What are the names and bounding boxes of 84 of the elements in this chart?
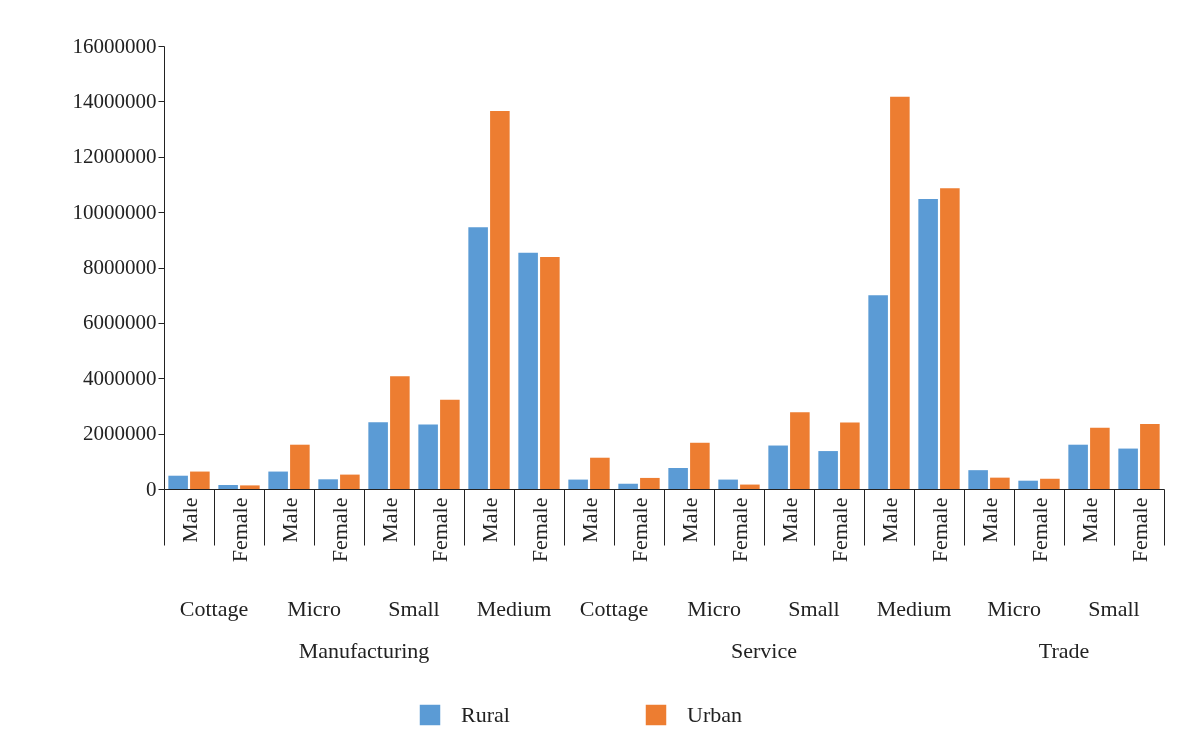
y-tick-label: 6000000 (83, 310, 157, 335)
text: Manufacturing (298, 638, 430, 663)
text: Micro (987, 596, 1041, 621)
bar (740, 484, 760, 489)
bar (268, 471, 288, 489)
bar (590, 457, 610, 489)
x-tick-label: Female (326, 497, 352, 563)
bar (768, 445, 788, 489)
x-tick-label: Female (1026, 497, 1052, 563)
x-tick-label: Female (726, 497, 752, 563)
bar (418, 424, 438, 489)
bar (468, 227, 488, 489)
x-tick-label: Female (626, 497, 652, 563)
bar (640, 477, 660, 489)
x-tick-label: Female (926, 497, 952, 563)
bar (990, 477, 1010, 489)
x-tick-label: Female (426, 497, 452, 563)
bar (968, 470, 988, 489)
x-tick-label: Male (276, 497, 302, 543)
x-tick-label: Male (476, 497, 502, 543)
bar (168, 475, 188, 489)
bar (440, 399, 460, 489)
y-tick-label: 0 (146, 476, 157, 501)
text: Micro (687, 596, 741, 621)
x-tick-label: Male (576, 497, 602, 543)
text: Small (1088, 596, 1140, 621)
text: Service (731, 638, 797, 663)
bar (718, 479, 738, 489)
text: Small (788, 596, 840, 621)
text: Micro (287, 596, 341, 621)
y-tick-label: 10000000 (72, 199, 157, 224)
x-tick-label: Female (826, 497, 852, 563)
bar (1090, 427, 1110, 489)
x-tick-label: Male (676, 497, 702, 543)
bar (1040, 478, 1060, 489)
bar (918, 199, 938, 489)
legend-label: Urban (687, 702, 742, 727)
bar (890, 96, 910, 489)
x-tick-label: Male (376, 497, 402, 543)
bar (190, 471, 210, 489)
bar (1018, 480, 1038, 489)
bar (690, 442, 710, 489)
bar (390, 376, 410, 489)
y-tick-label: 12000000 (72, 144, 157, 169)
bar (218, 485, 238, 489)
bar (368, 422, 388, 489)
bar (1068, 444, 1088, 489)
bar (790, 412, 810, 489)
text: Trade (1038, 638, 1090, 663)
x-tick-label: Male (1076, 497, 1102, 543)
bar (290, 444, 310, 489)
bar (868, 295, 888, 489)
y-tick-label: 14000000 (72, 88, 157, 113)
y-tick-label: 16000000 (72, 33, 157, 58)
x-tick-label: Female (526, 497, 552, 563)
x-tick-label: Male (976, 497, 1002, 543)
x-tick-label: Male (776, 497, 802, 543)
bar (518, 252, 538, 489)
text: Medium (876, 596, 952, 621)
bar (940, 188, 960, 489)
x-tick-label: Male (876, 497, 902, 543)
x-tick-label: Male (176, 497, 202, 543)
y-tick-label: 8000000 (83, 255, 157, 279)
bar (318, 479, 338, 489)
bar (1140, 423, 1160, 489)
bar (340, 474, 360, 489)
bar (240, 485, 260, 489)
text: Cottage (179, 596, 249, 621)
bar (568, 479, 588, 489)
text: Medium (476, 596, 552, 621)
y-tick-label: 2000000 (83, 421, 157, 446)
bar (818, 451, 838, 489)
y-tick-label: 4000000 (83, 365, 157, 390)
text: Small (388, 596, 440, 621)
bar (840, 422, 860, 489)
text: Cottage (579, 596, 649, 621)
bar (668, 467, 688, 489)
x-tick-label: Female (226, 497, 252, 563)
bar (540, 256, 560, 489)
bar (618, 483, 638, 489)
bar (1118, 448, 1138, 489)
x-tick-label: Female (1126, 497, 1152, 563)
bar (490, 111, 510, 489)
legend-label: Rural (461, 702, 510, 727)
